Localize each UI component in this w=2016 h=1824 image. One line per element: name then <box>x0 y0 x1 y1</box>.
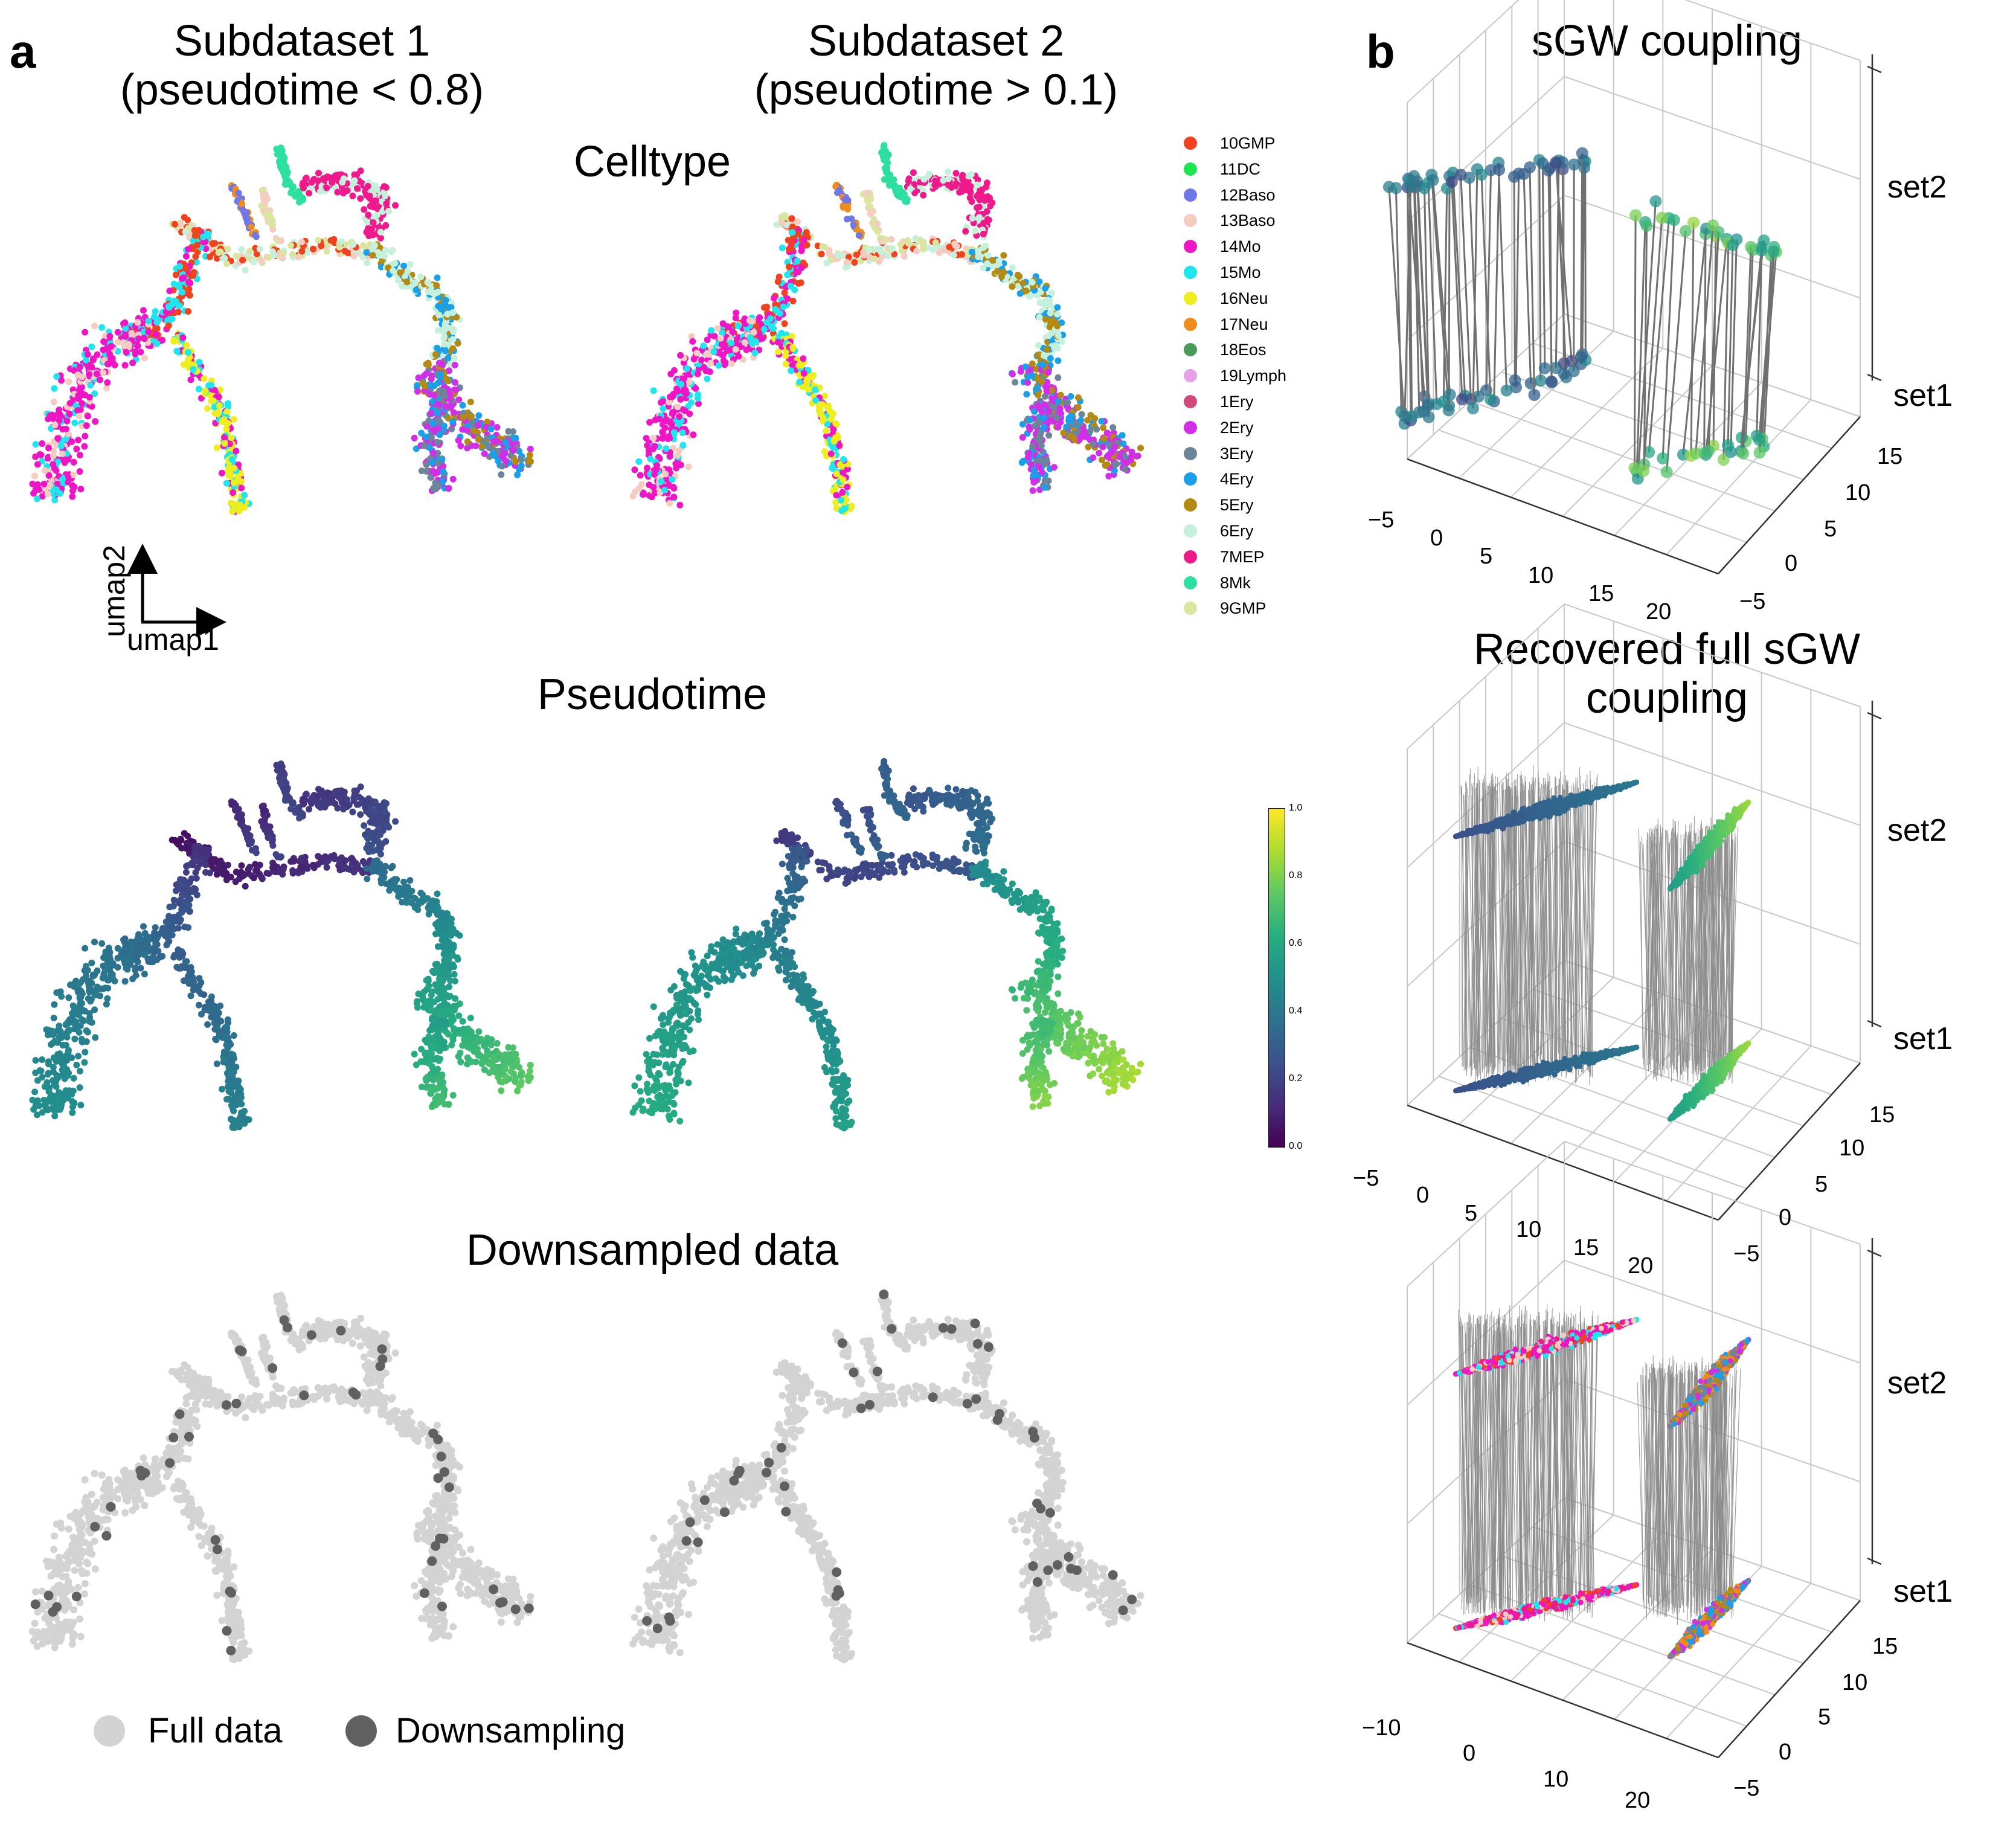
cell-point <box>373 211 380 219</box>
cell-point <box>365 211 372 219</box>
cell-point <box>315 170 322 177</box>
subdataset1-title-line2: (pseudotime < 0.8) <box>120 65 484 114</box>
cell-point <box>278 153 285 160</box>
downsampled-row-title: Downsampled data <box>466 1226 839 1274</box>
cell-point <box>276 158 283 165</box>
cell-point <box>357 195 364 202</box>
cell-point <box>221 255 228 262</box>
panel-label-a: a <box>10 25 36 78</box>
cell-point <box>364 182 371 190</box>
cell-point <box>281 168 289 175</box>
cell-point <box>369 231 376 239</box>
cell-point <box>382 184 390 191</box>
cell-point <box>370 219 377 226</box>
cell-point <box>238 246 245 253</box>
cell-point <box>289 251 297 258</box>
cell-point <box>306 190 313 197</box>
cell-point <box>385 208 393 215</box>
cell-point <box>233 252 240 260</box>
cell-point <box>308 179 315 186</box>
cell-point <box>280 249 287 257</box>
cell-point <box>340 175 347 182</box>
cell-point <box>357 167 364 175</box>
cell-point <box>373 197 379 204</box>
cell-point <box>299 182 306 189</box>
pseudotime-row-title: Pseudotime <box>537 670 768 719</box>
cell-point <box>382 192 389 199</box>
cell-point <box>283 176 290 183</box>
cell-point <box>383 201 390 208</box>
cell-point <box>351 177 358 184</box>
cell-point <box>365 194 373 201</box>
subdataset1-title: Subdataset 1 (pseudotime < 0.8) <box>60 17 544 114</box>
cell-point <box>295 253 302 260</box>
cell-point <box>287 189 295 196</box>
cell-point <box>289 184 297 191</box>
cell-point <box>334 188 341 196</box>
cell-point <box>377 228 384 236</box>
cell-point <box>265 254 272 261</box>
cell-point <box>392 202 399 209</box>
cell-point <box>279 255 286 262</box>
cell-point <box>299 196 306 204</box>
cell-point <box>340 190 347 197</box>
cell-point <box>317 188 324 195</box>
celltype-scatter-sub1 <box>29 144 534 515</box>
cell-point <box>370 204 377 211</box>
cell-point <box>324 173 331 181</box>
celltype-row-title: Celltype <box>573 138 731 186</box>
cell-point <box>377 234 384 242</box>
panel-label-b: b <box>1366 25 1395 78</box>
cell-point <box>310 245 316 252</box>
subdataset2-title: Subdataset 2 (pseudotime > 0.1) <box>695 17 1178 114</box>
subdataset2-title-line1: Subdataset 2 <box>807 17 1065 65</box>
cell-point <box>361 206 368 213</box>
cell-point <box>364 219 371 226</box>
subdataset2-title-line2: (pseudotime > 0.1) <box>754 65 1119 114</box>
cell-point <box>329 179 336 186</box>
subdataset1-title-line1: Subdataset 1 <box>173 17 431 65</box>
cell-point <box>353 185 361 192</box>
cell-point <box>184 216 191 223</box>
cell-point <box>365 225 372 232</box>
cell-point <box>323 184 330 191</box>
cell-point <box>314 177 321 184</box>
cell-point <box>303 175 310 182</box>
cell-point <box>379 208 386 215</box>
cell-point <box>349 192 356 199</box>
